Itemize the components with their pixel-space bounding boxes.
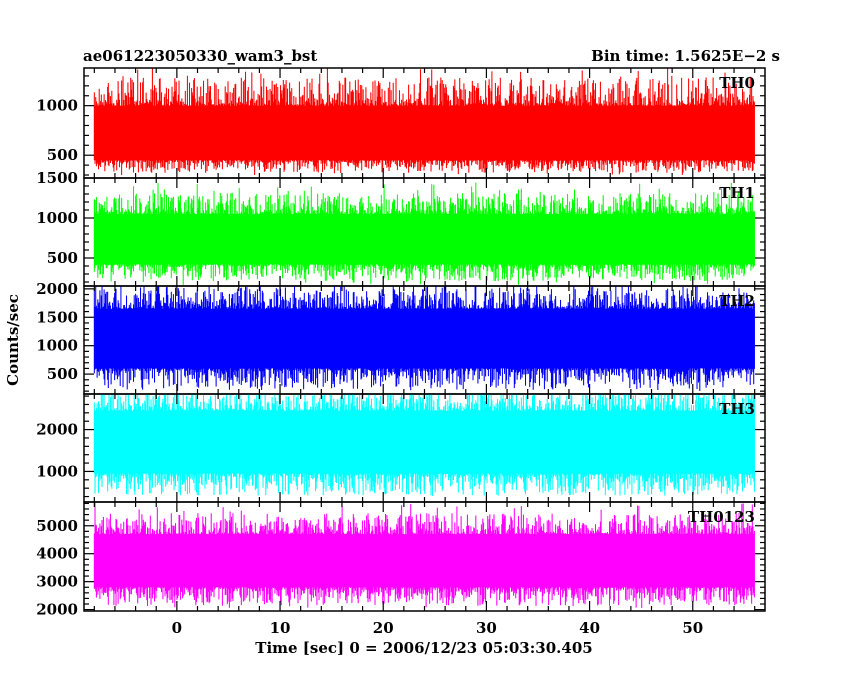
x-tick-label: 40 [579, 619, 600, 637]
y-tick-label: 5000 [36, 517, 78, 535]
y-tick-label: 4000 [36, 545, 78, 563]
panel-name-label: TH0 [719, 74, 755, 92]
panel-th0123: 2000 3000 4000 5000 TH0123 [36, 501, 766, 619]
y-tick-label: 1000 [36, 462, 78, 480]
series-th1 [93, 182, 755, 285]
y-tick-label: 2000 [36, 601, 78, 619]
panel-th0: 500 1000 TH0 [36, 67, 766, 179]
y-tick-label: 1000 [36, 209, 78, 227]
panel-th3: 1000 2000 TH3 [36, 393, 766, 503]
y-tick-label: 2000 [36, 421, 78, 439]
series-th0123 [93, 502, 755, 608]
x-tick-label: 0 [172, 619, 182, 637]
series-th0 [93, 68, 755, 176]
chart-title-left: ae061223050330_wam3_bst [83, 47, 317, 65]
panel-th2: 500 1000 1500 2000 TH2 [36, 280, 766, 395]
y-tick-label: 500 [47, 365, 78, 383]
panel-th1: 500 1000 1500 TH1 [36, 169, 766, 287]
y-axis-label: Counts/sec [4, 294, 22, 386]
series-th3 [93, 394, 755, 496]
panel-name-label: TH0123 [688, 508, 755, 526]
panel-name-label: TH2 [719, 292, 755, 310]
y-tick-label: 1000 [36, 97, 78, 115]
y-tick-label: 500 [47, 146, 78, 164]
series-th2 [93, 286, 755, 391]
y-tick-label: 500 [47, 249, 78, 267]
chart-title-right: Bin time: 1.5625E−2 s [591, 47, 780, 65]
x-tick-labels: 0 10 20 30 40 50 [172, 619, 704, 637]
panel-name-label: TH1 [719, 184, 755, 202]
y-tick-label: 1500 [36, 308, 78, 326]
y-tick-label: 1000 [36, 337, 78, 355]
x-tick-label: 10 [270, 619, 291, 637]
x-tick-label: 30 [476, 619, 497, 637]
x-axis-label: Time [sec] 0 = 2006/12/23 05:03:30.405 [255, 639, 592, 657]
y-tick-label: 3000 [36, 573, 78, 591]
x-tick-label: 20 [373, 619, 394, 637]
y-tick-label: 2000 [36, 280, 78, 298]
panels-group: 5001000TH050010001500TH1500100015002000T… [36, 67, 766, 637]
x-tick-label: 50 [682, 619, 703, 637]
y-tick-label: 1500 [36, 169, 78, 187]
panel-name-label: TH3 [719, 400, 755, 418]
